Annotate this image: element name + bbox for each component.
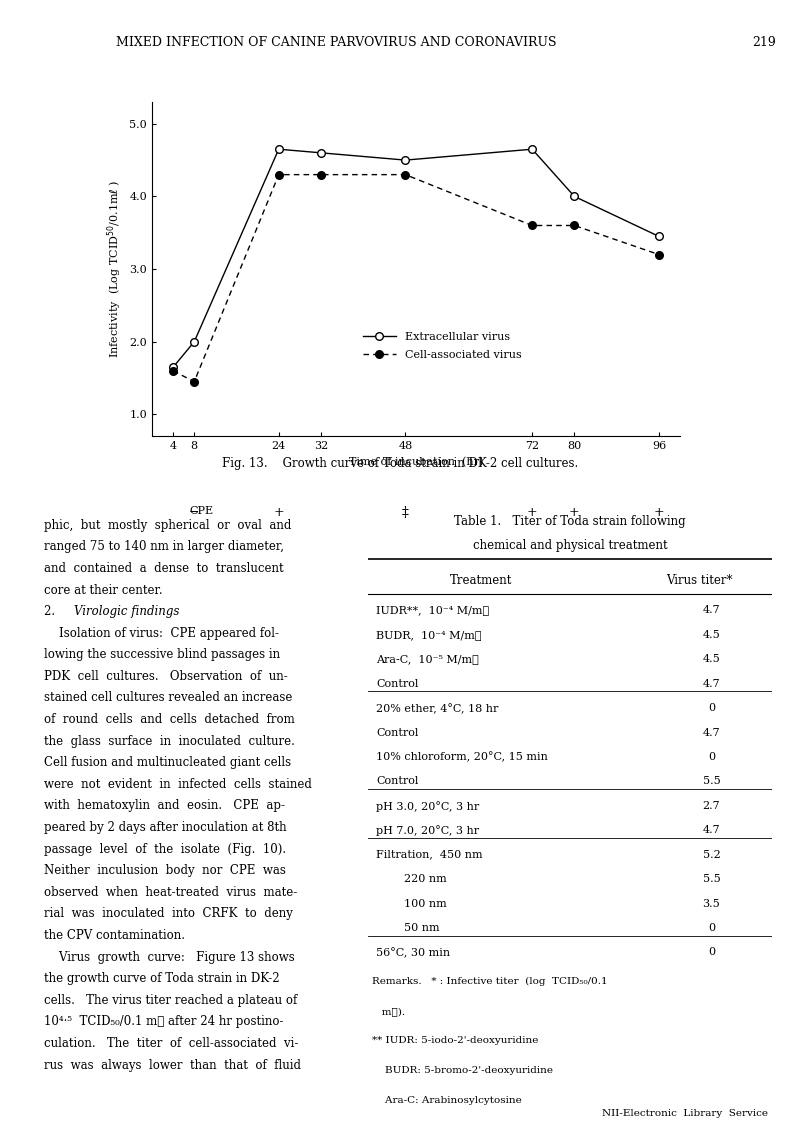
Text: 10⁴·⁵  TCID₅₀/0.1 mℓ after 24 hr postino-: 10⁴·⁵ TCID₅₀/0.1 mℓ after 24 hr postino-: [44, 1015, 283, 1029]
Text: Treatment: Treatment: [450, 574, 512, 587]
Text: 5.2: 5.2: [702, 850, 720, 860]
Text: the CPV contamination.: the CPV contamination.: [44, 929, 185, 942]
Text: and  contained  a  dense  to  translucent: and contained a dense to translucent: [44, 562, 284, 574]
Text: ranged 75 to 140 nm in larger diameter,: ranged 75 to 140 nm in larger diameter,: [44, 540, 284, 553]
Text: 20% ether, 4°C, 18 hr: 20% ether, 4°C, 18 hr: [376, 704, 498, 714]
Text: Ara-C: Arabinosylcytosine: Ara-C: Arabinosylcytosine: [372, 1096, 522, 1105]
Text: stained cell cultures revealed an increase: stained cell cultures revealed an increa…: [44, 691, 292, 705]
Text: were  not  evident  in  infected  cells  stained: were not evident in infected cells stain…: [44, 778, 312, 791]
Text: rus  was  always  lower  than  that  of  fluid: rus was always lower than that of fluid: [44, 1058, 301, 1072]
Text: 0: 0: [708, 947, 715, 957]
Text: Control: Control: [376, 727, 418, 738]
Text: IUDR**,  10⁻⁴ M/mℓ: IUDR**, 10⁻⁴ M/mℓ: [376, 605, 490, 615]
Text: 2.: 2.: [44, 605, 70, 619]
Text: lowing the successive blind passages in: lowing the successive blind passages in: [44, 648, 280, 662]
Text: ‡: ‡: [402, 506, 409, 520]
Text: 0: 0: [708, 923, 715, 932]
Text: peared by 2 days after inoculation at 8th: peared by 2 days after inoculation at 8t…: [44, 821, 286, 834]
Text: pH 3.0, 20°C, 3 hr: pH 3.0, 20°C, 3 hr: [376, 801, 479, 811]
Text: Virus titer*: Virus titer*: [666, 574, 733, 587]
Text: Virologic findings: Virologic findings: [74, 605, 180, 619]
Text: passage  level  of  the  isolate  (Fig.  10).: passage level of the isolate (Fig. 10).: [44, 843, 286, 855]
Text: pH 7.0, 20°C, 3 hr: pH 7.0, 20°C, 3 hr: [376, 825, 479, 836]
Text: ** IUDR: 5-iodo-2'-deoxyuridine: ** IUDR: 5-iodo-2'-deoxyuridine: [372, 1037, 538, 1046]
Text: BUDR: 5-bromo-2'-deoxyuridine: BUDR: 5-bromo-2'-deoxyuridine: [372, 1066, 553, 1075]
Text: Virus  growth  curve:   Figure 13 shows: Virus growth curve: Figure 13 shows: [44, 951, 294, 963]
Text: 4.5: 4.5: [702, 654, 720, 664]
Text: 56°C, 30 min: 56°C, 30 min: [376, 947, 450, 959]
Text: PDK  cell  cultures.   Observation  of  un-: PDK cell cultures. Observation of un-: [44, 670, 288, 683]
Text: culation.   The  titer  of  cell-associated  vi-: culation. The titer of cell-associated v…: [44, 1037, 298, 1050]
Text: cells.   The virus titer reached a plateau of: cells. The virus titer reached a plateau…: [44, 994, 298, 1007]
Text: +: +: [527, 506, 538, 519]
Text: Control: Control: [376, 679, 418, 689]
Text: Remarks.   * : Infective titer  (log  TCID₅₀/0.1: Remarks. * : Infective titer (log TCID₅₀…: [372, 977, 608, 986]
Text: mℓ).: mℓ).: [372, 1007, 405, 1015]
Text: 0: 0: [708, 752, 715, 763]
Text: 4.5: 4.5: [702, 630, 720, 640]
Text: Control: Control: [376, 776, 418, 786]
Text: 0: 0: [708, 704, 715, 713]
Text: Table 1.   Titer of Toda strain following: Table 1. Titer of Toda strain following: [454, 516, 686, 528]
Text: +: +: [274, 506, 284, 519]
Text: the growth curve of Toda strain in DK-2: the growth curve of Toda strain in DK-2: [44, 972, 280, 986]
Text: 10% chloroform, 20°C, 15 min: 10% chloroform, 20°C, 15 min: [376, 752, 548, 763]
Text: 4.7: 4.7: [702, 825, 720, 835]
Text: observed  when  heat-treated  virus  mate-: observed when heat-treated virus mate-: [44, 886, 298, 898]
Text: Fig. 13.    Growth curve of Toda strain in DK-2 cell cultures.: Fig. 13. Growth curve of Toda strain in …: [222, 457, 578, 470]
Text: Neither  inculusion  body  nor  CPE  was: Neither inculusion body nor CPE was: [44, 864, 286, 877]
Text: 5.5: 5.5: [702, 776, 720, 786]
Text: 4.7: 4.7: [702, 727, 720, 738]
Text: 4.7: 4.7: [702, 605, 720, 615]
Text: Filtration,  450 nm: Filtration, 450 nm: [376, 850, 482, 860]
Text: with  hematoxylin  and  eosin.   CPE  ap-: with hematoxylin and eosin. CPE ap-: [44, 800, 285, 812]
Text: phic,  but  mostly  spherical  or  oval  and: phic, but mostly spherical or oval and: [44, 519, 291, 531]
Text: MIXED INFECTION OF CANINE PARVOVIRUS AND CORONAVIRUS: MIXED INFECTION OF CANINE PARVOVIRUS AND…: [116, 36, 556, 49]
Text: Cell fusion and multinucleated giant cells: Cell fusion and multinucleated giant cel…: [44, 756, 291, 769]
Legend: Extracellular virus, Cell-associated virus: Extracellular virus, Cell-associated vir…: [358, 327, 526, 365]
Text: 219: 219: [752, 36, 776, 49]
Text: rial  was  inoculated  into  CRFK  to  deny: rial was inoculated into CRFK to deny: [44, 908, 293, 920]
Text: chemical and physical treatment: chemical and physical treatment: [473, 539, 667, 552]
Text: +: +: [569, 506, 580, 519]
Text: the  glass  surface  in  inoculated  culture.: the glass surface in inoculated culture.: [44, 734, 295, 748]
Text: +: +: [654, 506, 664, 519]
Text: 50 nm: 50 nm: [404, 923, 440, 932]
Text: 220 nm: 220 nm: [404, 874, 447, 884]
X-axis label: Time of incubation  (hr): Time of incubation (hr): [349, 457, 483, 467]
Text: 2.7: 2.7: [702, 801, 720, 811]
Text: CPE: CPE: [189, 506, 213, 517]
Text: of  round  cells  and  cells  detached  from: of round cells and cells detached from: [44, 713, 294, 726]
Text: Isolation of virus:  CPE appeared fol-: Isolation of virus: CPE appeared fol-: [44, 627, 279, 640]
Text: Ara-C,  10⁻⁵ M/mℓ: Ara-C, 10⁻⁵ M/mℓ: [376, 654, 479, 664]
Text: 3.5: 3.5: [702, 898, 720, 909]
Text: 5.5: 5.5: [702, 874, 720, 884]
Text: core at their center.: core at their center.: [44, 583, 162, 597]
Y-axis label: Infectivity  (Log TCID$^{50}$/0.1m$\ell$ ): Infectivity (Log TCID$^{50}$/0.1m$\ell$ …: [106, 180, 124, 358]
Text: NII-Electronic  Library  Service: NII-Electronic Library Service: [602, 1109, 768, 1117]
Text: BUDR,  10⁻⁴ M/mℓ: BUDR, 10⁻⁴ M/mℓ: [376, 630, 482, 640]
Text: 100 nm: 100 nm: [404, 898, 447, 909]
Text: 4.7: 4.7: [702, 679, 720, 689]
Text: −: −: [189, 506, 199, 519]
